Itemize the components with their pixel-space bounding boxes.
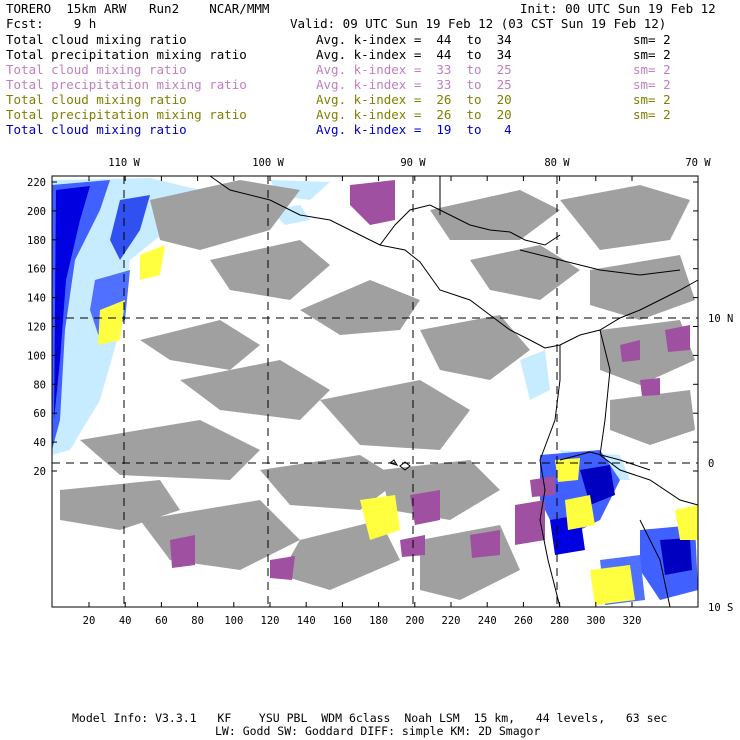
y-tick-label: 200: [27, 206, 46, 218]
legend-row: Total cloud mixing ratio Avg. k-index = 4…: [6, 32, 734, 47]
legend-k-index: Avg. k-index = 19 to 4: [316, 122, 512, 137]
x-tick-label: 240: [478, 615, 497, 627]
legend-k-index: Avg. k-index = 44 to 34: [316, 47, 512, 62]
longitude-label: 80 W: [544, 157, 570, 169]
forecast-hour: Fcst: 9 h: [6, 16, 97, 31]
longitude-label: 90 W: [400, 157, 426, 169]
legend-field: Total cloud mixing ratio: [6, 62, 187, 77]
lat-lon-grid: [52, 176, 698, 607]
legend-smoothing: sm= 2: [633, 92, 671, 107]
yellow-cloud-fields: [98, 245, 698, 605]
y-tick-label: 40: [33, 437, 46, 449]
x-tick-label: 120: [261, 615, 280, 627]
x-tick-label: 100: [224, 615, 243, 627]
legend-k-index: Avg. k-index = 33 to 25: [316, 77, 512, 92]
legend-k-index: Avg. k-index = 44 to 34: [316, 32, 512, 47]
x-tick-label: 260: [514, 615, 533, 627]
x-tick-label: 220: [442, 615, 461, 627]
y-tick-label: 100: [27, 350, 46, 362]
legend-smoothing: sm= 2: [633, 32, 671, 47]
legend-row: Total cloud mixing ratio Avg. k-index = 2…: [6, 92, 734, 107]
physics-info: LW: Godd SW: Goddard DIFF: simple KM: 2D…: [215, 724, 541, 738]
coastlines: [209, 175, 699, 608]
legend-field: Total cloud mixing ratio: [6, 32, 187, 47]
latitude-label: 10 N: [708, 313, 733, 325]
longitude-label: 100 W: [252, 157, 284, 169]
longitude-labels: 110 W 100 W 90 W 80 W 70 W: [108, 157, 711, 169]
y-tick-label: 60: [33, 408, 46, 420]
y-tick-label: 140: [27, 293, 46, 305]
x-tick-label: 20: [83, 615, 96, 627]
y-tick-label: 180: [27, 235, 46, 247]
x-tick-label: 160: [333, 615, 352, 627]
x-tick-label: 80: [191, 615, 204, 627]
model-info: Model Info: V3.3.1 KF YSU PBL WDM 6class…: [72, 711, 668, 725]
x-tick-label: 300: [586, 615, 605, 627]
x-axis: 20 40 60 80 100 120 140 160 180 200 220 240 260 280 30…: [83, 176, 642, 627]
legend-row: Total precipitation mixing ratio Avg. k-i…: [6, 47, 734, 62]
latitude-labels: 10 N 0 10 S: [708, 313, 733, 614]
y-tick-label: 20: [33, 466, 46, 478]
longitude-label: 110 W: [108, 157, 140, 169]
legend-field: Total cloud mixing ratio: [6, 92, 187, 107]
gray-cloud-fields: [60, 180, 695, 600]
legend-field: Total precipitation mixing ratio: [6, 77, 247, 92]
x-tick-label: 180: [369, 615, 388, 627]
y-axis: 220 200 180 160 140 120 100 80 60 40 20: [27, 177, 698, 478]
y-tick-label: 220: [27, 177, 46, 189]
model-title: TORERO 15km ARW Run2 NCAR/MMM: [6, 1, 270, 16]
legend-k-index: Avg. k-index = 26 to 20: [316, 107, 512, 122]
legend-smoothing: sm= 2: [633, 47, 671, 62]
x-tick-label: 40: [119, 615, 132, 627]
legend-k-index: Avg. k-index = 26 to 20: [316, 92, 512, 107]
legend-row: Total precipitation mixing ratio Avg. k-i…: [6, 107, 734, 122]
purple-cloud-fields: [170, 180, 690, 580]
init-time: Init: 00 UTC Sun 19 Feb 12: [520, 1, 716, 16]
legend-row: Total cloud mixing ratio Avg. k-index = 1…: [6, 122, 734, 137]
x-tick-label: 200: [405, 615, 424, 627]
legend-smoothing: sm= 2: [633, 77, 671, 92]
longitude-label: 70 W: [685, 157, 711, 169]
x-tick-label: 320: [623, 615, 642, 627]
legend-field: Total precipitation mixing ratio: [6, 107, 247, 122]
y-tick-label: 80: [33, 379, 46, 391]
y-tick-label: 160: [27, 264, 46, 276]
x-tick-label: 140: [297, 615, 316, 627]
plot-frame: [51, 175, 699, 608]
x-tick-label: 280: [550, 615, 569, 627]
y-tick-label: 120: [27, 322, 46, 334]
legend-field: Total precipitation mixing ratio: [6, 47, 247, 62]
legend-smoothing: sm= 2: [633, 62, 671, 77]
valid-time: Valid: 09 UTC Sun 19 Feb 12 (03 CST Sun …: [290, 16, 667, 31]
latitude-label: 10 S: [708, 602, 733, 614]
legend-field: Total cloud mixing ratio: [6, 122, 187, 137]
legend-smoothing: sm= 2: [633, 107, 671, 122]
legend-row: Total cloud mixing ratio Avg. k-index = 3…: [6, 62, 734, 77]
legend-row: Total precipitation mixing ratio Avg. k-i…: [6, 77, 734, 92]
legend-k-index: Avg. k-index = 33 to 25: [316, 62, 512, 77]
x-tick-label: 60: [155, 615, 168, 627]
latitude-label: 0: [708, 458, 714, 470]
